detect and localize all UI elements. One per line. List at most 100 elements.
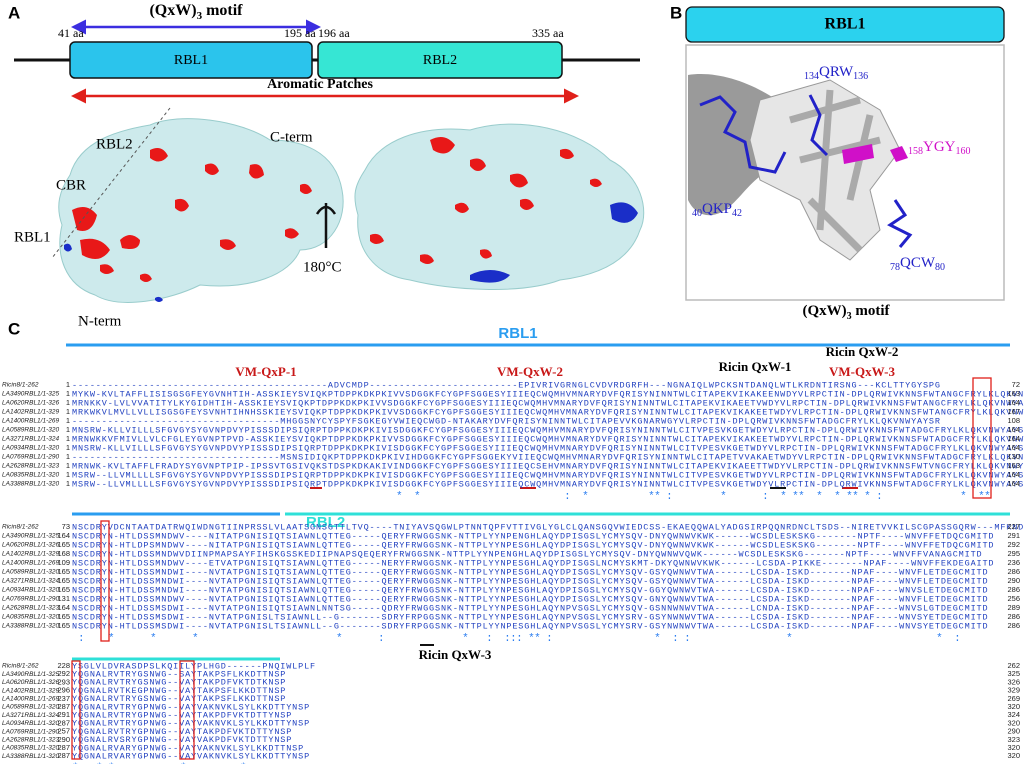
sequence-start: 164 [57, 603, 70, 612]
sequence-name: LA1400RBL1/1-269 [2, 418, 59, 425]
sequence-name: LA3388RBL1/1-320 [2, 623, 59, 630]
motif-label: VM-QxP-1 [235, 364, 296, 379]
sequence-name: LA0934RBL1/1-320 [2, 445, 59, 452]
motif-rest: motif [202, 2, 243, 19]
sequence-start: 1 [66, 461, 70, 470]
residue-label: 40QKP42 [692, 201, 742, 219]
motif-label: Ricin QxW-3 [419, 647, 492, 662]
sequence-end: 164 [1007, 398, 1020, 407]
surface-right [354, 123, 645, 290]
sequence-start: 165 [57, 567, 70, 576]
motif-label: VM-QxW-2 [497, 364, 563, 379]
sequence-name: LA3271RBL1/1-324 [2, 578, 59, 585]
motif-box [972, 377, 992, 499]
residue-post: 160 [956, 146, 971, 157]
sequence: NSCDRYN-HTLDPSMNDWV----NITATPGNISIQTSIAW… [72, 540, 994, 550]
sequence-name: Ricin8/1-262 [2, 663, 39, 670]
sequence-name: LA1402RBL1/1-329 [2, 551, 59, 558]
domain-start: 196 aa [318, 26, 350, 40]
motif-label: Ricin QxW-2 [826, 344, 899, 359]
sequence: NSCDRYN-HTLDSSMNDWVDIINPMAPSAYFIHSKGSSKE… [72, 549, 982, 559]
sequence-name: Ricin8/1-262 [2, 382, 39, 389]
sequence-start: 1 [66, 380, 70, 389]
motif-patch [470, 202, 638, 283]
sequence-start: 1 [66, 434, 70, 443]
sequence-end: 164 [1007, 479, 1020, 488]
sequence-end: 164 [1007, 425, 1020, 434]
surface-left [58, 118, 344, 303]
sequence: YQGNALRVTRYGPNWG--VAYVAKNVKLSYLKKDTTYNSP [72, 702, 310, 712]
sequence-start: 1 [66, 470, 70, 479]
sequence-end: 167 [1007, 407, 1020, 416]
structure-title: RBL1 [825, 16, 866, 33]
sequence: ----------------------------------------… [72, 380, 941, 390]
sequence: YQGNALRVARYGPNWG--VAYVAKNVKLSYLKKDTTNSP [72, 743, 304, 753]
domain-end: 195 aa [284, 26, 316, 40]
sequence: YQGNALRVTRYGSNWG--VAYTAKPSFLKKDTTNSP [72, 694, 286, 704]
sequence-name: LA0620RBL1/1-326 [2, 400, 59, 407]
sequence-end: 130 [1007, 452, 1020, 461]
conservation: * : * * *: * [72, 762, 246, 764]
sequence-start: 290 [57, 735, 70, 744]
conservation: * * : * ** : * : * ** * * ** * : * ** [72, 491, 990, 503]
sequence-end: 325 [1007, 669, 1020, 678]
sequence-name: LA0589RBL1/1-320 [2, 704, 59, 711]
surface-label: CBR [56, 177, 86, 193]
sequence-end: 291 [1007, 531, 1020, 540]
sequence-name: LA2628RBL1/1-323 [2, 737, 59, 744]
sequence-end: 295 [1007, 549, 1020, 558]
sequence: MRNWKKVFMIVLLVLCFGLEYGVNPTPVD-ASSKIEYSVI… [72, 434, 1024, 444]
sequence: MNSRW-KLLVILLLSFGVGYSYGVNPDVYPISSSDIPSIQ… [72, 425, 1024, 435]
rbl2-label: RBL2 [306, 514, 345, 531]
sequence-start: 1 [66, 389, 70, 398]
sequence-start: 257 [57, 727, 70, 736]
rotation-label: 180°C [303, 259, 342, 275]
sequence-name: LA0934RBL1/1-320 [2, 587, 59, 594]
sequence-start: 287 [57, 743, 70, 752]
sequence-name: LA2628RBL1/1-323 [2, 463, 59, 470]
conservation: : * * * * : * : ::: ** : * : : * * : [72, 633, 960, 645]
sequence-end: 262 [1007, 661, 1020, 670]
sequence-end: 320 [1007, 702, 1020, 711]
sequence-name: LA1400RBL1/1-269 [2, 560, 59, 567]
sequence-start: 1 [66, 407, 70, 416]
rbl1-domain [69, 41, 313, 79]
sequence-end: 286 [1007, 621, 1020, 630]
sequence-end: 320 [1007, 751, 1020, 760]
surface-label: RBL2 [96, 136, 133, 152]
sequence-end: 320 [1007, 718, 1020, 727]
sequence-name: LA0934RBL1/1-320 [2, 720, 59, 727]
sequence-start: 1 [66, 416, 70, 425]
sequence: YQGNALRVTKEGPNWG--VAYTAKPSFLKKDTTNSP [72, 686, 286, 696]
residue-pre: 158 [908, 146, 923, 157]
sequence-name: LA3490RBL1/1-325 [2, 671, 59, 678]
sequence: -----------------------------------MSNSI… [72, 452, 1024, 462]
residue-pre: 78 [890, 262, 900, 273]
caption-sub: 3 [847, 311, 852, 322]
domain-divider [51, 107, 171, 259]
sequence-end: 289 [1007, 603, 1020, 612]
sequence: NSCDRYN-HTLDSSMNDWV----ETVATPGNISIQTSIAW… [72, 558, 994, 568]
sequence: YQGNALRVTRYGPNWG--VAYVAKNVKLSYLKKDTTYNSP [72, 719, 310, 729]
sequence: NSCDRYN-HTLDSSMNDWV----NVTATPGNISIQTSIAW… [72, 594, 988, 604]
sequence-name: LA3271RBL1/1-324 [2, 712, 59, 719]
sequence-name: LA3271RBL1/1-324 [2, 436, 59, 443]
residue-label: 158YGY160 [908, 139, 971, 157]
sequence-name: LA3388RBL1/1-320 [2, 481, 59, 488]
sequence-start: 1 [66, 425, 70, 434]
sequence-start: 168 [57, 549, 70, 558]
sequence: YQGNALRVTRYGSNWG--SAYTAKPSFLKKDTTNSP [72, 669, 286, 679]
domain-start: 41 aa [58, 26, 84, 40]
domain-name: RBL2 [423, 53, 457, 68]
sequence-end: 292 [1007, 540, 1020, 549]
residue-label: 134QRW136 [804, 64, 868, 82]
sequence-end: 236 [1007, 558, 1020, 567]
sequence: NSCDRYN-HTLDSSMNDWI----NVTATPGNISIQTSIAW… [72, 576, 988, 586]
sequence-start: 1 [66, 443, 70, 452]
sequence: NSCDRYN-HTLDSSMNDWI----NVTATPGNISIQTSIAW… [72, 585, 988, 595]
sequence: MRKWKVLMVLLVLLISGSGFEYSVNHTIHNHSSKIEYSVI… [72, 407, 1024, 417]
sequence: YQGNALRVARYGPNWG--VAYVAKNVKLSYLKKDTTYNSP [72, 751, 310, 761]
sequence-start: 287 [57, 718, 70, 727]
sequence-end: 323 [1007, 735, 1020, 744]
